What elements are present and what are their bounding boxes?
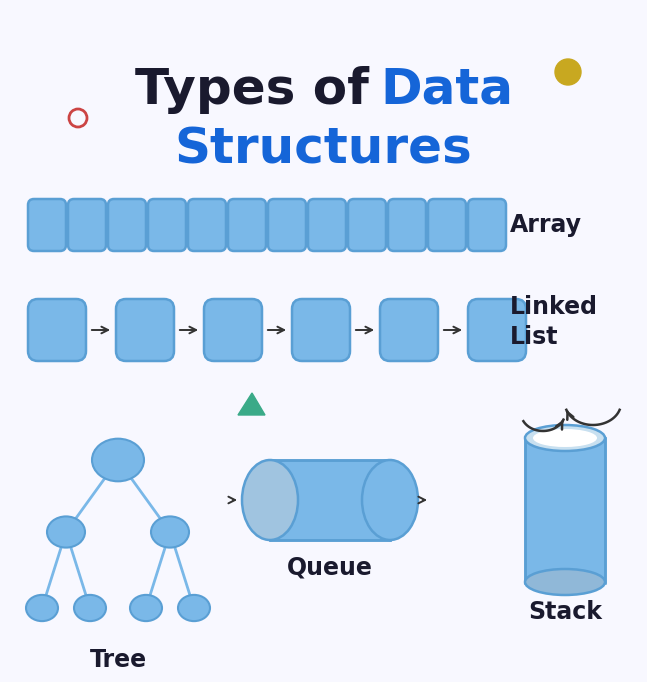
Ellipse shape [533,429,597,447]
Bar [525,438,605,583]
Text: Types of: Types of [135,66,386,114]
Ellipse shape [74,595,106,621]
FancyBboxPatch shape [188,199,226,251]
FancyBboxPatch shape [468,299,526,361]
FancyBboxPatch shape [292,299,350,361]
FancyBboxPatch shape [108,199,146,251]
FancyBboxPatch shape [204,299,262,361]
Polygon shape [238,393,265,415]
Ellipse shape [178,595,210,621]
Text: Structures: Structures [174,126,472,174]
FancyBboxPatch shape [68,199,106,251]
Ellipse shape [92,439,144,481]
Text: Linked
List: Linked List [510,295,598,349]
Ellipse shape [362,460,418,540]
Ellipse shape [525,569,605,595]
FancyBboxPatch shape [228,199,266,251]
FancyBboxPatch shape [388,199,426,251]
Ellipse shape [26,595,58,621]
Ellipse shape [525,425,605,451]
FancyBboxPatch shape [148,199,186,251]
Ellipse shape [242,460,298,540]
FancyBboxPatch shape [428,199,466,251]
Text: Queue: Queue [287,556,373,580]
Text: Tree: Tree [89,648,147,672]
Ellipse shape [130,595,162,621]
Circle shape [555,59,581,85]
FancyBboxPatch shape [28,199,66,251]
Bar [270,460,390,540]
Ellipse shape [151,516,189,548]
FancyBboxPatch shape [268,199,306,251]
FancyBboxPatch shape [116,299,174,361]
Ellipse shape [47,516,85,548]
FancyBboxPatch shape [28,299,86,361]
Text: Stack: Stack [528,600,602,624]
FancyBboxPatch shape [308,199,346,251]
FancyBboxPatch shape [348,199,386,251]
Text: Data: Data [380,66,513,114]
Text: Array: Array [510,213,582,237]
FancyBboxPatch shape [468,199,506,251]
FancyBboxPatch shape [380,299,438,361]
